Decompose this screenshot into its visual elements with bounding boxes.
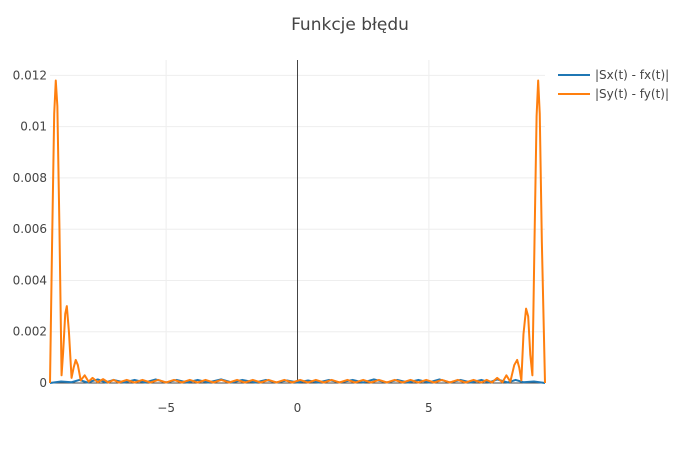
plot-area	[49, 79, 546, 384]
y-tick-label: 0.01	[20, 120, 47, 134]
legend-item-1[interactable]: |Sx(t) - fx(t)|	[558, 68, 669, 82]
chart-title: Funkcje błędu	[291, 15, 409, 35]
y-tick-label: 0.008	[13, 171, 47, 185]
x-tick-label: 5	[425, 401, 433, 415]
y-tick-label: 0.006	[13, 222, 47, 236]
y-tick-label: 0.012	[13, 68, 47, 82]
y-tick-label: 0.002	[13, 325, 47, 339]
legend-label: |Sy(t) - fy(t)|	[595, 87, 669, 101]
legend-item-2[interactable]: |Sy(t) - fy(t)|	[558, 87, 669, 101]
y-axis: 0 0.002 0.004 0.006 0.008 0.01 0.012	[13, 68, 47, 390]
grid	[50, 60, 545, 384]
series-line-1	[49, 378, 546, 384]
x-tick-label: 0	[294, 401, 302, 415]
x-tick-label: −5	[157, 401, 175, 415]
y-tick-label: 0.004	[13, 273, 47, 287]
series-line-2	[49, 79, 546, 384]
legend-label: |Sx(t) - fx(t)|	[595, 68, 669, 82]
y-tick-label: 0	[39, 376, 47, 390]
x-axis: −5 0 5	[157, 401, 432, 415]
legend[interactable]: |Sx(t) - fx(t)| |Sy(t) - fy(t)|	[558, 68, 669, 101]
